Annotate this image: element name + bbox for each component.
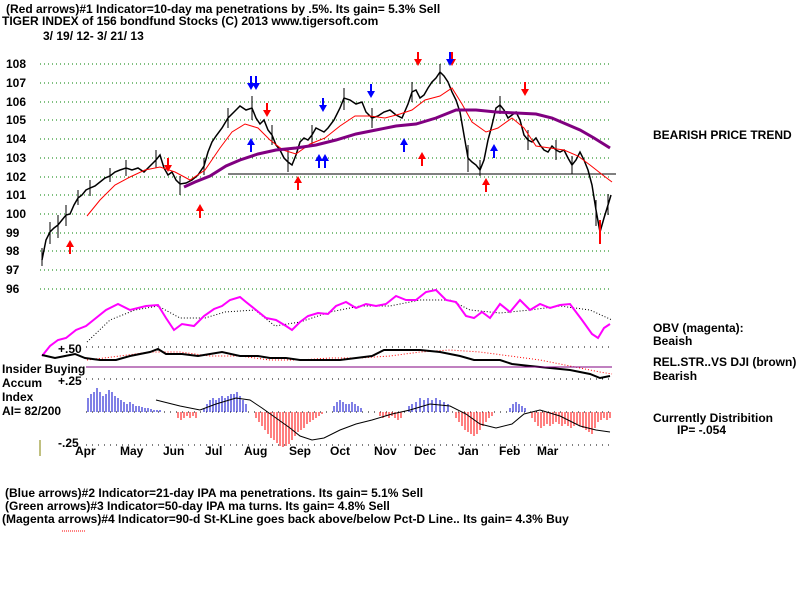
y-tick: 106 xyxy=(6,95,27,109)
y-tick: 102 xyxy=(6,170,27,184)
y-tick: 108 xyxy=(6,57,27,71)
x-tick: Feb xyxy=(499,444,521,458)
distribution-title: Currently Distribition xyxy=(653,411,774,425)
sell-arrow-icon xyxy=(367,84,375,98)
buy-arrow-icon xyxy=(315,154,323,168)
y-tick: 99 xyxy=(6,226,20,240)
buy-arrow-icon xyxy=(321,154,329,168)
indicator-1-title: (Red arrows)#1 Indicator=10-day ma penet… xyxy=(6,2,441,16)
ma-short-line xyxy=(86,87,613,217)
sell-arrow-icon xyxy=(319,98,327,112)
sell-arrow-icon xyxy=(521,82,529,96)
sell-arrow-icon xyxy=(263,103,271,117)
ip-value: IP= -.054 xyxy=(677,423,727,437)
indicator-4-title: (Magenta arrows)#4 Indicator=90-d St-KLi… xyxy=(2,512,569,526)
x-tick: Aug xyxy=(244,444,268,458)
x-tick: Jan xyxy=(458,444,479,458)
ai-value: AI= 82/200 xyxy=(2,404,62,418)
relstr-ma-line xyxy=(86,349,613,375)
x-tick: Mar xyxy=(537,444,559,458)
accum-positive-bars xyxy=(87,388,526,412)
price-series xyxy=(41,70,612,261)
minus25-label: -.25 xyxy=(58,436,79,450)
buy-arrow-icon xyxy=(247,138,255,152)
x-tick: Nov xyxy=(374,444,397,458)
sell-arrow-icon xyxy=(446,52,454,66)
buy-arrow-icon xyxy=(490,144,498,158)
y-tick: 96 xyxy=(6,282,20,296)
y-tick: 101 xyxy=(6,188,27,202)
buy-arrow-icon xyxy=(400,138,408,152)
chart-title: TIGER INDEX of 156 bondfund Stocks (C) 2… xyxy=(2,14,379,28)
x-tick: Dec xyxy=(414,444,437,458)
accum-negative-bars xyxy=(177,412,611,447)
date-range: 3/ 19/ 12- 3/ 21/ 13 xyxy=(43,29,144,43)
indicator-3-title: (Green arrows)#3 Indicator=50-day IPA ma… xyxy=(5,499,390,513)
x-tick: May xyxy=(120,444,144,458)
price-gridlines xyxy=(40,63,612,290)
accum-label: Accum xyxy=(2,376,43,390)
obv-ma-line xyxy=(86,299,613,343)
y-tick: 98 xyxy=(6,244,20,258)
x-tick: Jul xyxy=(205,444,223,458)
obv-status: Beaish xyxy=(653,334,693,348)
ma-long-line xyxy=(183,108,611,189)
relstr-plus50-label: +.50 xyxy=(58,342,82,356)
buy-arrow-icon xyxy=(482,178,490,192)
y-tick: 103 xyxy=(6,151,27,165)
buy-arrow-icon xyxy=(418,152,426,166)
y-tick: 105 xyxy=(6,113,27,127)
relstr-title: REL.STR..VS DJI (brown) xyxy=(653,355,797,369)
sell-arrow-icon xyxy=(252,76,260,90)
y-tick: 97 xyxy=(6,263,20,277)
relstr-line xyxy=(41,347,611,380)
sell-arrow-icon xyxy=(247,76,255,90)
x-tick: Sep xyxy=(289,444,312,458)
sell-arrow-icon xyxy=(164,158,172,172)
indicator-2-title: (Blue arrows)#2 Indicator=21-day IPA ma … xyxy=(5,486,424,500)
buy-arrow-icon xyxy=(294,176,302,190)
x-tick: Oct xyxy=(330,444,351,458)
blue-arrows xyxy=(247,52,498,168)
sell-arrow-icon xyxy=(414,52,422,66)
y-tick: 107 xyxy=(6,76,27,90)
insider-buying-label: Insider Buying xyxy=(2,362,86,376)
y-tick: 100 xyxy=(6,207,27,221)
y-tick: 104 xyxy=(6,132,27,146)
plus25-label: +.25 xyxy=(58,374,82,388)
index-label: Index xyxy=(2,390,34,404)
obv-title: OBV (magenta): xyxy=(653,321,744,335)
relstr-status: Bearish xyxy=(653,369,698,383)
buy-arrow-icon xyxy=(66,240,74,254)
buy-arrow-icon xyxy=(196,204,204,218)
x-tick: Apr xyxy=(75,444,96,458)
accum-ma-line xyxy=(155,397,611,441)
x-tick: Jun xyxy=(163,444,185,458)
obv-line xyxy=(41,288,611,357)
trend-label: BEARISH PRICE TREND xyxy=(653,128,792,142)
relstr-gridlines xyxy=(86,346,612,380)
